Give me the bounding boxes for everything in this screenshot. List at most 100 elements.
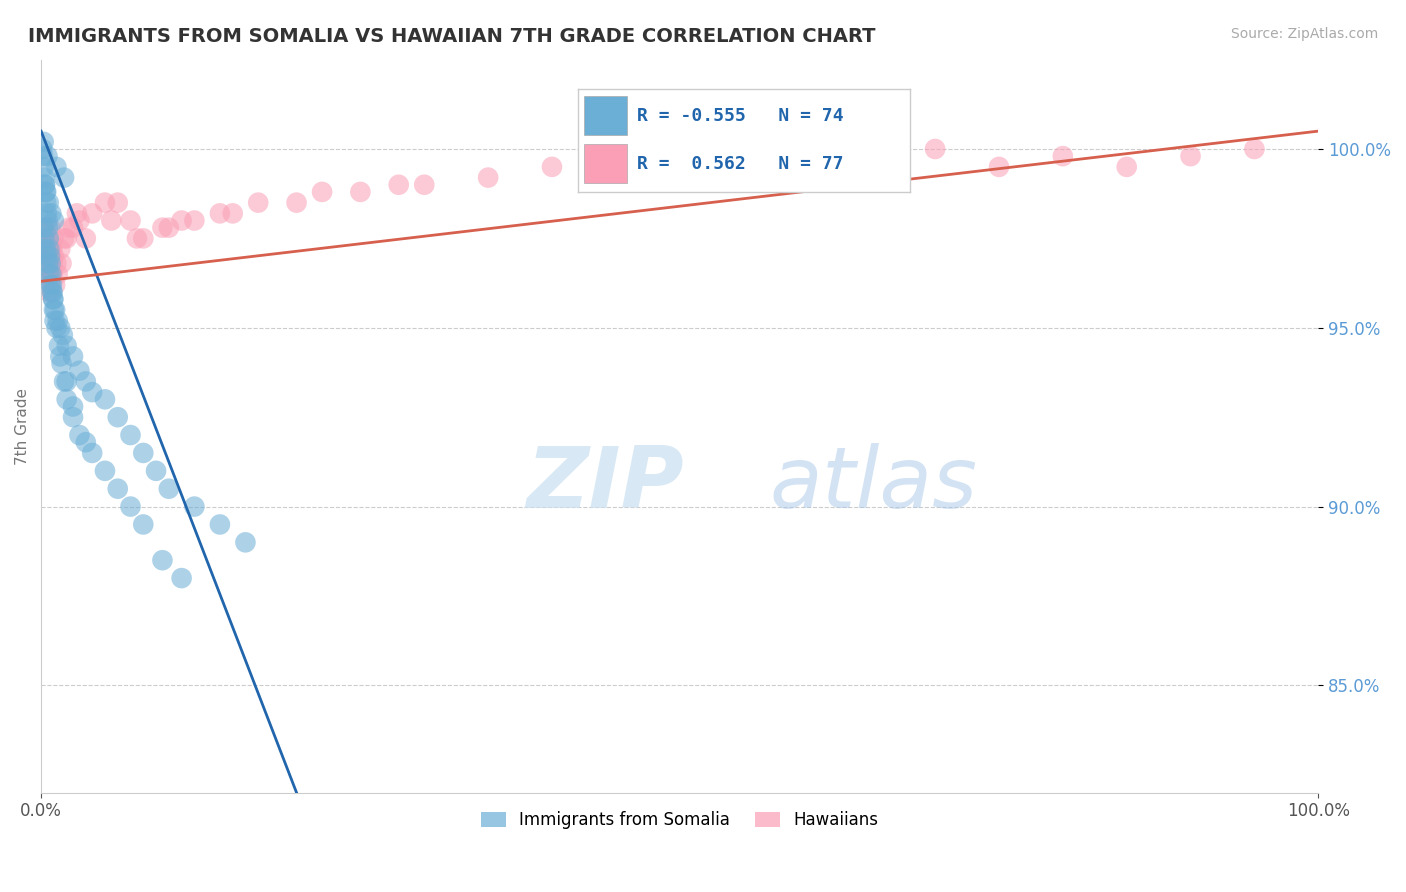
Point [39, 256, 62, 270]
Point [39, 249, 62, 263]
Point [62, 410, 84, 425]
Point [796, 149, 818, 163]
Point [1115, 160, 1137, 174]
Point [41, 285, 63, 299]
Point [38, 195, 60, 210]
Point [31, 231, 53, 245]
Point [35, 249, 58, 263]
Point [120, 428, 142, 442]
Point [41, 285, 63, 299]
Point [388, 178, 411, 192]
Point [82, 385, 104, 400]
Point [49, 242, 72, 256]
Point [221, 206, 243, 220]
Point [152, 220, 174, 235]
Point [75, 375, 97, 389]
Point [208, 206, 231, 220]
Point [94, 392, 117, 407]
Point [285, 195, 308, 210]
Point [44, 313, 66, 327]
Point [34, 178, 56, 192]
Point [605, 160, 627, 174]
Point [35, 231, 58, 245]
Point [49, 350, 72, 364]
Point [145, 464, 167, 478]
Point [34, 185, 56, 199]
Point [49, 320, 72, 334]
Point [66, 206, 89, 220]
Point [34, 256, 56, 270]
Point [44, 277, 66, 292]
Point [157, 482, 180, 496]
Point [541, 160, 564, 174]
Point [32, 149, 55, 163]
Point [125, 231, 148, 245]
Point [34, 178, 56, 192]
Point [82, 446, 104, 460]
Point [39, 256, 62, 270]
Point [37, 267, 59, 281]
Point [1180, 149, 1202, 163]
Point [52, 327, 75, 342]
Point [48, 339, 70, 353]
Point [39, 220, 62, 235]
Point [67, 364, 90, 378]
Point [45, 160, 67, 174]
Point [1052, 149, 1074, 163]
Point [32, 135, 55, 149]
Point [37, 149, 59, 163]
Point [42, 256, 65, 270]
Point [58, 220, 80, 235]
Point [41, 267, 63, 281]
Point [413, 178, 436, 192]
Point [107, 482, 129, 496]
Point [34, 242, 56, 256]
Point [34, 242, 56, 256]
Point [42, 292, 65, 306]
Point [349, 185, 371, 199]
Point [53, 170, 76, 185]
Y-axis label: 7th Grade: 7th Grade [15, 388, 30, 465]
Point [733, 142, 755, 156]
Point [38, 267, 60, 281]
Point [32, 220, 55, 235]
Point [53, 231, 76, 245]
Point [46, 313, 69, 327]
Point [132, 446, 155, 460]
Point [107, 195, 129, 210]
Point [35, 249, 58, 263]
Text: atlas: atlas [769, 443, 977, 526]
Point [477, 170, 499, 185]
Point [183, 213, 205, 227]
Point [41, 267, 63, 281]
Point [38, 242, 60, 256]
Point [31, 256, 53, 270]
Point [38, 242, 60, 256]
Point [35, 256, 58, 270]
Point [55, 339, 77, 353]
Point [34, 242, 56, 256]
Point [42, 249, 65, 263]
Point [32, 220, 55, 235]
Point [44, 302, 66, 317]
Point [1243, 142, 1265, 156]
Point [41, 242, 63, 256]
Point [208, 517, 231, 532]
Point [34, 170, 56, 185]
Point [100, 213, 122, 227]
Point [42, 213, 65, 227]
Point [45, 320, 67, 334]
Point [988, 160, 1011, 174]
Point [235, 535, 257, 549]
Point [41, 267, 63, 281]
Point [860, 142, 883, 156]
Point [62, 400, 84, 414]
Point [38, 285, 60, 299]
Point [37, 231, 59, 245]
Point [35, 206, 58, 220]
Point [668, 149, 690, 163]
Point [75, 231, 97, 245]
Point [67, 213, 90, 227]
Point [62, 220, 84, 235]
Point [38, 267, 60, 281]
